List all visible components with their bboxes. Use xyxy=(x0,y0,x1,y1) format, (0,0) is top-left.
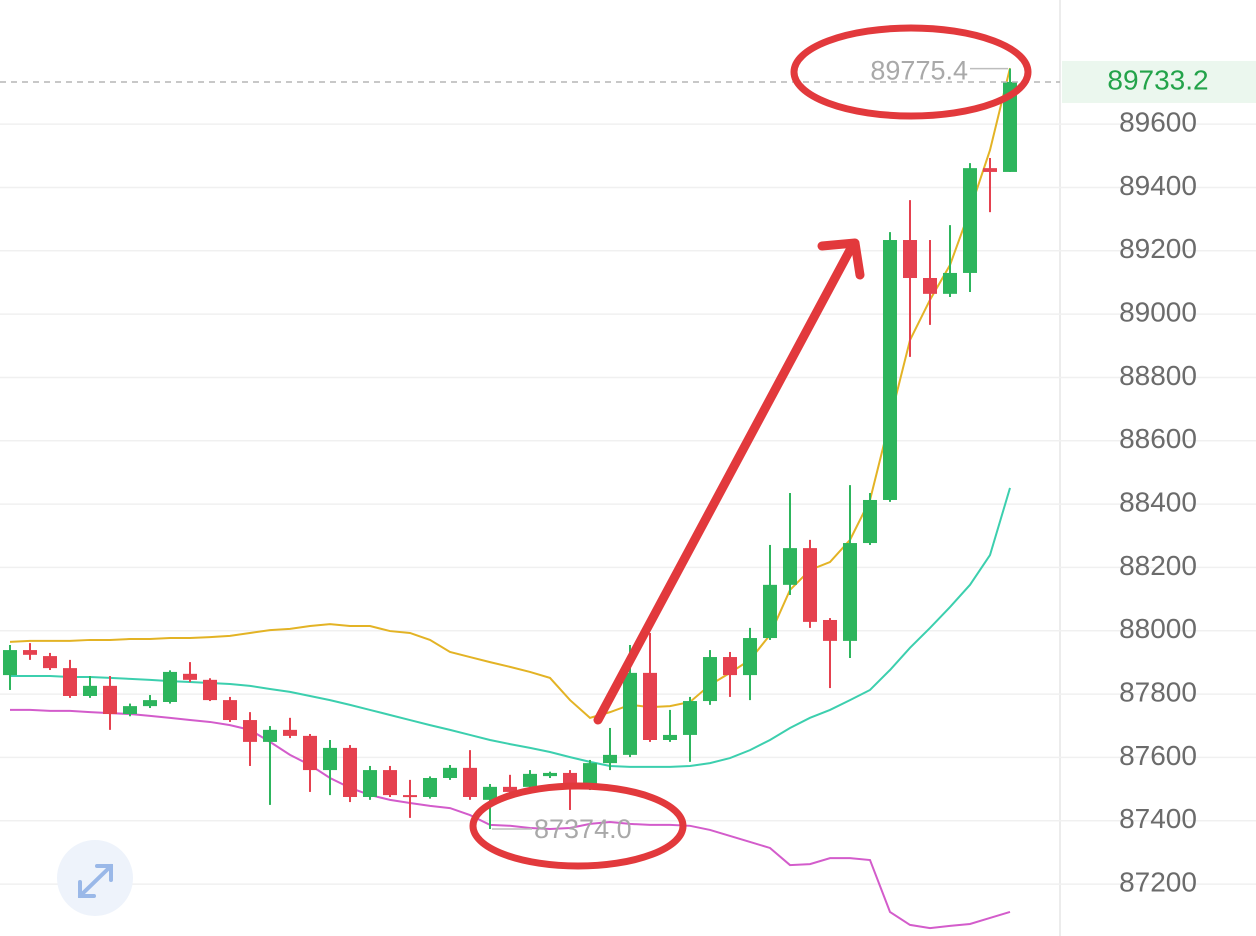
y-tick-label: 87800 xyxy=(1119,676,1197,707)
candle-body xyxy=(243,720,257,742)
candle-body xyxy=(683,701,697,735)
candle-body xyxy=(203,679,217,701)
y-tick-label: 88800 xyxy=(1119,360,1197,391)
candle-body xyxy=(763,584,777,639)
y-tick-label: 89600 xyxy=(1119,107,1197,138)
candle-body xyxy=(663,734,677,740)
candle-body xyxy=(423,777,437,797)
candle-body xyxy=(903,240,917,279)
y-tick-label: 88600 xyxy=(1119,423,1197,454)
candle-body xyxy=(523,773,537,787)
candle-body xyxy=(583,763,597,785)
candle-body xyxy=(803,548,817,622)
candle-body xyxy=(483,786,497,800)
candle-body xyxy=(103,685,117,715)
low-annotation: 87374.0 xyxy=(534,814,632,844)
candle-body xyxy=(163,671,177,702)
highlight-ellipse xyxy=(790,24,1032,120)
candle-body xyxy=(383,770,397,796)
candle-body xyxy=(43,656,57,669)
arrow-shaft xyxy=(593,245,855,725)
candle-body xyxy=(1003,81,1017,172)
candle-body xyxy=(843,543,857,641)
candle-body xyxy=(123,706,137,715)
candle-body xyxy=(263,729,277,742)
candle-body xyxy=(323,747,337,771)
candle-body xyxy=(283,729,297,736)
candle-body xyxy=(463,767,477,797)
y-tick-label: 88000 xyxy=(1119,613,1197,644)
candle-body xyxy=(963,168,977,273)
highlight-ellipse xyxy=(469,782,687,870)
indicator-line xyxy=(10,708,1011,930)
arrow-head xyxy=(817,238,865,280)
y-tick-label: 89200 xyxy=(1119,233,1197,264)
candle-body xyxy=(183,673,197,680)
expand-button-bg[interactable] xyxy=(57,840,133,916)
y-tick-label: 89400 xyxy=(1119,170,1197,201)
candle-body xyxy=(23,650,37,655)
candle-body xyxy=(543,772,557,777)
labels: 87200 87400 87600 87800 88000 88200 88400 88600… xyxy=(0,56,1256,897)
candle-body xyxy=(343,747,357,797)
candle-body xyxy=(563,772,577,785)
overlay-drawings xyxy=(469,24,1032,870)
candle-body xyxy=(863,499,877,544)
candle-body xyxy=(643,672,657,740)
y-tick-label: 88400 xyxy=(1119,486,1197,517)
candle-body xyxy=(923,278,937,294)
expand-button[interactable] xyxy=(57,840,133,916)
grid xyxy=(0,123,1256,885)
candle-body xyxy=(883,240,897,500)
y-tick-label: 89000 xyxy=(1119,297,1197,328)
candle-body xyxy=(363,770,377,797)
candle-body xyxy=(303,735,317,771)
indicator-line xyxy=(10,487,1011,768)
candle-body xyxy=(623,672,637,755)
last-price-label: 89733.2 xyxy=(1107,64,1208,95)
indicator-line xyxy=(9,67,1011,719)
candle-body xyxy=(603,754,617,764)
candle-body xyxy=(943,272,957,294)
expand-icon xyxy=(78,864,113,898)
candle-body xyxy=(743,638,757,676)
candle-body xyxy=(783,548,797,585)
candle-body xyxy=(723,657,737,676)
candle-body xyxy=(503,786,517,792)
candle-body xyxy=(443,767,457,778)
candle-body xyxy=(703,657,717,702)
y-tick-label: 87600 xyxy=(1119,740,1197,771)
candles xyxy=(3,68,1017,829)
y-tick-label: 88200 xyxy=(1119,550,1197,581)
y-tick-label: 87400 xyxy=(1119,803,1197,834)
candle-body xyxy=(823,619,837,641)
candle-body xyxy=(83,685,97,696)
high-annotation: 89775.4 xyxy=(870,56,968,86)
candle-body xyxy=(63,668,77,696)
candle-body xyxy=(3,650,17,676)
candle-body xyxy=(403,795,417,798)
y-tick-label: 87200 xyxy=(1119,866,1197,897)
last-price-bg xyxy=(1062,60,1256,103)
candle-body xyxy=(983,168,997,172)
candle-body xyxy=(143,700,157,707)
candle-body xyxy=(223,700,237,721)
